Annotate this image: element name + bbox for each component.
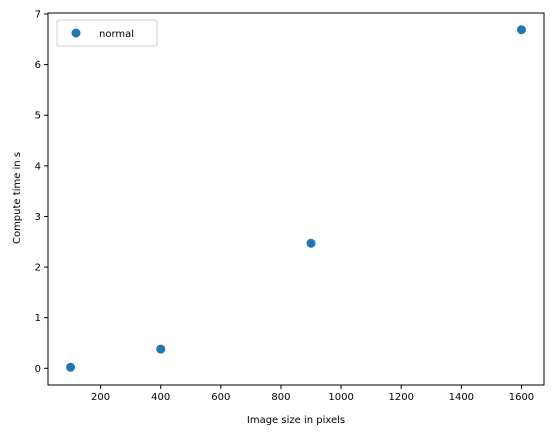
data-point	[66, 362, 76, 372]
plot-frame	[47, 12, 545, 386]
y-tick-label: 3	[35, 212, 41, 223]
legend: normal	[56, 19, 158, 47]
x-tick-label: 1400	[449, 392, 474, 403]
legend-label-normal: normal	[99, 29, 134, 40]
y-tick-label: 5	[35, 111, 41, 122]
plot-area	[47, 12, 545, 386]
x-tick-label: 800	[271, 392, 290, 403]
data-point	[516, 25, 526, 35]
data-points	[66, 25, 526, 372]
legend-box	[56, 19, 158, 47]
y-tick-label: 4	[35, 161, 41, 172]
data-point	[156, 344, 166, 354]
legend-marker-normal	[71, 28, 81, 38]
x-axis-ticks: 200 400 600 800 1000 1200 1400 1600	[91, 385, 534, 403]
x-tick-label: 1000	[328, 392, 353, 403]
y-axis-ticks: 0 1 2 3 4 5 6 7	[35, 10, 48, 375]
y-tick-label: 0	[35, 364, 41, 375]
y-axis-label: Compute time in s	[12, 152, 23, 244]
data-point	[306, 238, 316, 248]
y-tick-label: 1	[35, 313, 41, 324]
x-tick-label: 1600	[509, 392, 534, 403]
x-tick-label: 400	[151, 392, 170, 403]
y-tick-label: 2	[35, 263, 41, 274]
x-axis-label: Image size in pixels	[247, 415, 345, 426]
y-tick-label: 7	[35, 10, 41, 21]
x-tick-label: 600	[211, 392, 230, 403]
x-tick-label: 200	[91, 392, 110, 403]
y-tick-label: 6	[35, 60, 41, 71]
x-tick-label: 1200	[388, 392, 413, 403]
